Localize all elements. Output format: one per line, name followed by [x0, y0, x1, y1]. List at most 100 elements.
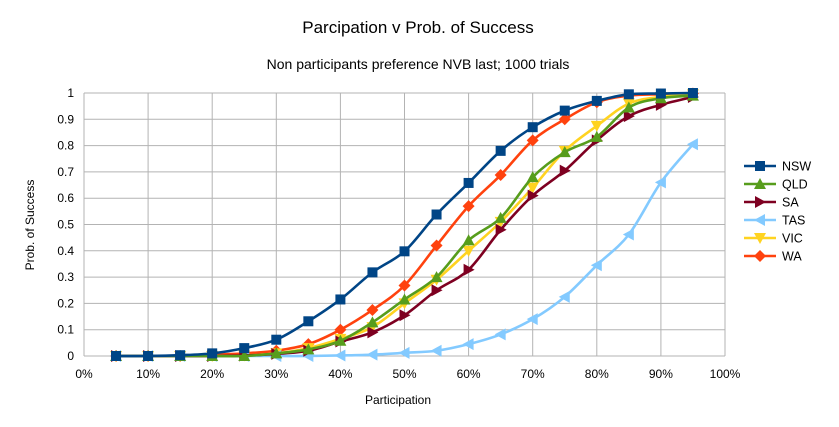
legend-marker-vic [754, 233, 766, 244]
data-point-tas [366, 348, 378, 361]
data-point-qld [590, 130, 603, 142]
data-point-qld [430, 271, 443, 283]
data-point-tas [558, 290, 570, 303]
data-point-qld [462, 234, 475, 246]
data-point-nsw [431, 209, 442, 220]
data-point-tas [398, 346, 410, 359]
data-point-nsw [303, 316, 314, 327]
y-tick-label: 0.8 [57, 139, 74, 153]
data-point-wa [366, 303, 379, 316]
series-nsw [111, 88, 698, 361]
x-tick-label: 30% [264, 367, 288, 381]
data-point-tas [526, 313, 538, 326]
data-point-tas [686, 138, 698, 151]
data-point-nsw [143, 351, 154, 361]
data-point-tas [430, 344, 442, 357]
y-tick-label: 0.7 [57, 165, 74, 179]
legend-item-tas: TAS [744, 214, 805, 228]
legend-marker-tas [754, 214, 765, 226]
data-point-qld [302, 343, 315, 355]
x-tick-label: 70% [521, 367, 545, 381]
data-point-nsw [335, 294, 346, 305]
data-point-sa [495, 223, 507, 236]
legend-item-qld: QLD [744, 178, 808, 192]
data-point-sa [399, 309, 411, 322]
y-tick-label: 0.3 [57, 270, 74, 284]
data-point-sa [431, 284, 443, 297]
y-tick-label: 0 [67, 349, 74, 363]
data-point-nsw [463, 177, 474, 188]
x-axis-label: Participation [365, 393, 431, 407]
data-point-nsw [591, 95, 602, 106]
x-tick-label: 40% [328, 367, 352, 381]
x-tick-label: 90% [649, 367, 673, 381]
legend-label-wa: WA [782, 250, 802, 264]
y-tick-label: 0.6 [57, 191, 74, 205]
data-point-tas [654, 176, 666, 189]
data-point-nsw [655, 88, 666, 99]
data-point-nsw [175, 350, 186, 361]
data-point-nsw [527, 122, 538, 133]
data-point-sa [463, 263, 475, 276]
data-point-nsw [367, 267, 378, 278]
data-point-vic [590, 120, 603, 132]
legend-label-sa: SA [782, 196, 799, 210]
grid [83, 92, 726, 357]
data-point-qld [398, 293, 411, 305]
data-point-qld [366, 316, 379, 328]
data-point-nsw [559, 105, 570, 116]
y-axis: 0 0.1 0.2 0.3 0.4 0.5 0.6 0.7 0.8 0.9 1 [57, 86, 74, 363]
plot-area [110, 87, 699, 362]
data-point-wa [526, 134, 539, 147]
x-axis: 0% 10% 20% 30% 40% 50% 60% 70% 80% 90% 100% [75, 367, 740, 381]
data-point-tas [334, 349, 346, 362]
x-tick-label: 80% [585, 367, 609, 381]
data-point-nsw [495, 145, 506, 156]
data-point-qld [270, 347, 283, 359]
data-point-wa [334, 323, 347, 336]
data-point-qld [526, 171, 539, 183]
data-point-qld [622, 101, 635, 113]
y-tick-label: 0.9 [57, 112, 74, 126]
legend: NSW QLD SA TAS VIC WA [744, 160, 811, 264]
x-tick-label: 0% [75, 367, 93, 381]
data-point-wa [430, 239, 443, 252]
legend-marker-sa [755, 196, 766, 208]
legend-label-tas: TAS [782, 214, 805, 228]
legend-label-vic: VIC [782, 232, 803, 246]
y-tick-label: 0.2 [57, 296, 74, 310]
data-point-nsw [399, 246, 410, 257]
data-point-sa [527, 189, 539, 202]
data-point-qld [494, 211, 507, 223]
data-point-wa [558, 113, 571, 126]
data-point-tas [590, 259, 602, 272]
x-tick-label: 10% [136, 367, 160, 381]
legend-label-nsw: NSW [782, 160, 811, 174]
legend-item-wa: WA [744, 250, 802, 264]
data-point-sa [623, 110, 635, 123]
data-point-nsw [207, 348, 218, 359]
data-point-vic [526, 182, 539, 194]
chart-subtitle: Non participants preference NVB last; 10… [267, 56, 570, 72]
data-point-wa [398, 279, 411, 292]
data-point-nsw [271, 334, 282, 345]
legend-item-nsw: NSW [744, 160, 811, 174]
legend-marker-wa [754, 250, 766, 262]
data-point-sa [367, 326, 379, 339]
data-point-nsw [239, 343, 250, 354]
data-point-tas [622, 228, 634, 241]
data-point-tas [462, 338, 474, 351]
y-axis-label: Prob. of Success [23, 180, 37, 271]
data-point-qld [238, 350, 251, 361]
data-point-qld [334, 334, 347, 346]
chart-title: Parcipation v Prob. of Success [302, 18, 534, 37]
data-point-nsw [111, 351, 122, 361]
x-tick-label: 20% [200, 367, 224, 381]
data-point-wa [494, 169, 507, 182]
x-tick-label: 60% [457, 367, 481, 381]
data-point-nsw [687, 88, 698, 98]
x-tick-label: 50% [392, 367, 416, 381]
data-point-sa [559, 164, 571, 177]
data-point-vic [462, 245, 475, 257]
